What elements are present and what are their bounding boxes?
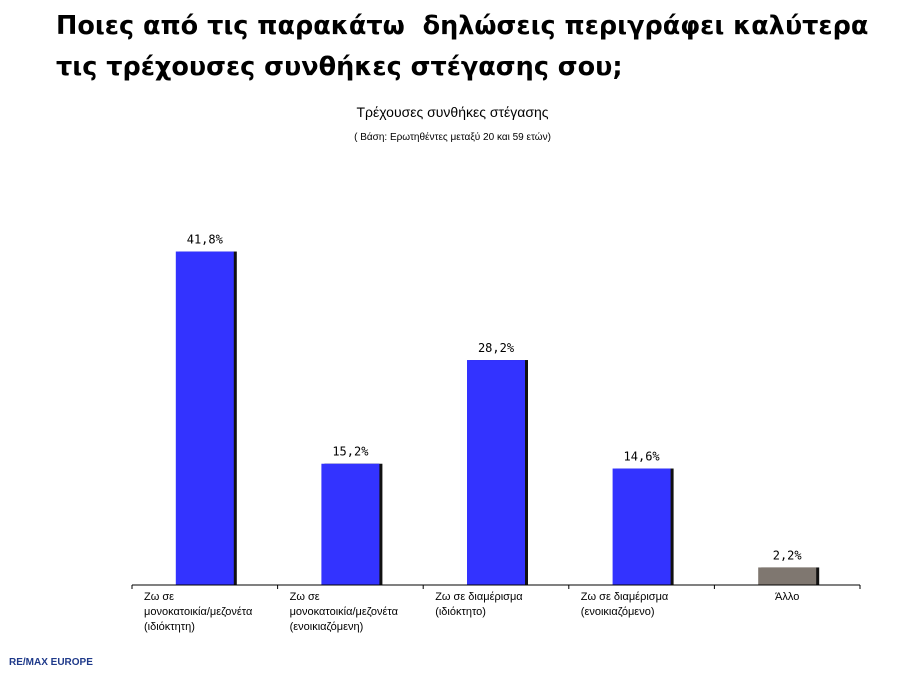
bar [467, 360, 525, 585]
category-label: Ζω σε μονοκατοικία/μεζονέτα (ιδιόκτητη) [144, 591, 253, 633]
bar-group: 2,2% Άλλο [758, 548, 820, 603]
bar [758, 567, 817, 585]
bar-group: 28,2% Ζω σε διαμέρισμα (ιδιόκτητο) [435, 341, 528, 618]
category-label: Ζω σε διαμέρισμα (ενοικιαζόμενο) [581, 591, 669, 618]
category-label: Ζω σε μονοκατοικία/μεζονέτα (ενοικιαζόμενη… [290, 591, 399, 633]
bar [175, 251, 234, 586]
data-label: 41,8% [187, 233, 224, 247]
data-label: 15,2% [332, 445, 369, 459]
bar [612, 468, 671, 585]
bar-group: 14,6% Ζω σε διαμέρισμα (ενοικιαζόμενο) [581, 450, 674, 618]
bar-group: 41,8% Ζω σε μονοκατοικία/μεζονέτα (ιδιόκτητ… [144, 233, 253, 633]
source-footer: RE/MAX EUROPE [9, 657, 93, 668]
bar-group: 15,2% Ζω σε μονοκατοικία/μεζονέτα (ενοικιαζ… [290, 445, 399, 633]
data-label: 28,2% [478, 341, 515, 355]
chart-title: Τρέχουσες συνθήκες στέγασης [356, 104, 549, 120]
category-label: Άλλο [775, 591, 799, 603]
data-label: 14,6% [624, 450, 661, 464]
bar [321, 463, 380, 585]
category-label: Ζω σε διαμέρισμα (ιδιόκτητο) [435, 591, 523, 618]
data-label: 2,2% [773, 548, 803, 562]
chart-subtitle: ( Βάση: Ερωτηθέντες μεταξύ 20 και 59 ετώ… [354, 132, 551, 143]
slide-title: Ποιες από τις παρακάτω δηλώσεις περιγράφ… [56, 11, 878, 82]
